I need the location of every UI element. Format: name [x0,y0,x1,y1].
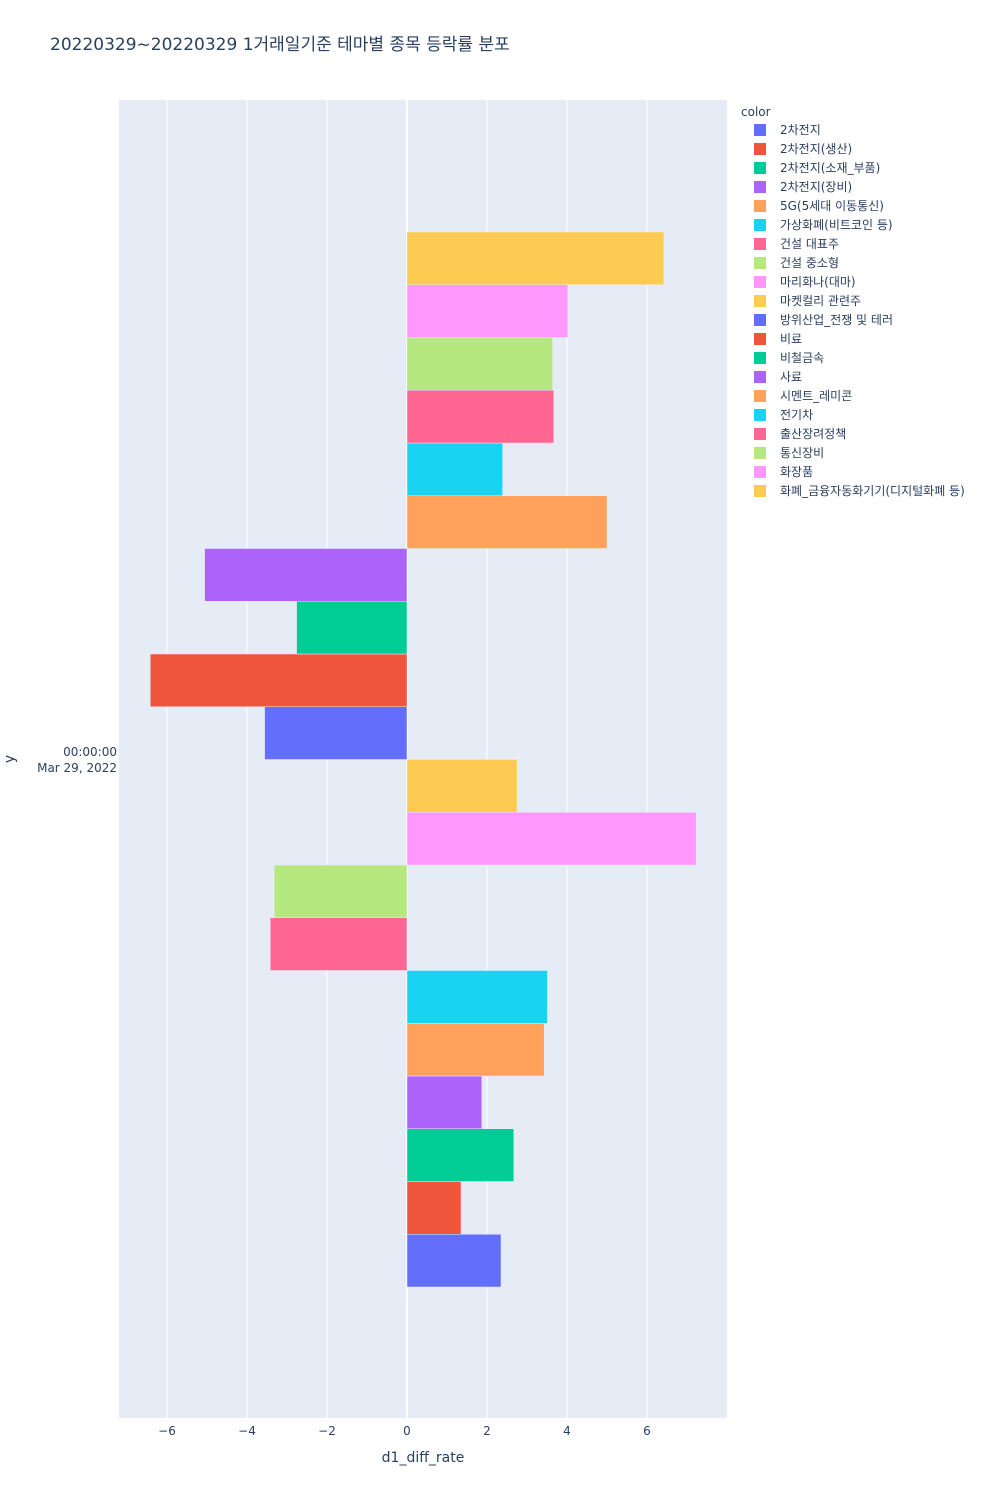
bar [406,1234,502,1288]
chart-title: 20220329~20220329 1거래일기준 테마별 종목 등락률 분포 [50,35,510,55]
legend-swatch [754,466,766,478]
legend-label: 화폐_금융자동화기기(디지털화폐 등) [780,484,965,498]
bar [204,548,408,602]
legend-label: 2차전지(장비) [780,180,852,194]
legend-label: 통신장비 [780,446,824,460]
x-tick-label: −4 [238,1424,256,1438]
legend-swatch [754,143,766,155]
legend-label: 전기차 [780,408,813,422]
legend-swatch [754,428,766,440]
legend-label: 2차전지(생산) [780,142,852,156]
legend-swatch [754,124,766,136]
legend-label: 2차전지 [780,123,821,137]
y-category-label-line-2: Mar 29, 2022 [37,761,117,775]
legend-label: 사료 [780,370,802,384]
y-category-label-line-1: 00:00:00 [63,745,117,759]
legend-label: 방위산업_전쟁 및 테러 [780,313,893,327]
legend-label: 마리화나(대마) [780,275,856,289]
legend-swatch [754,219,766,231]
bar [406,337,553,391]
legend-swatch [754,352,766,364]
legend-swatch [754,447,766,459]
bar [406,495,608,549]
bar [406,284,569,338]
legend-label: 비료 [780,332,802,346]
legend-swatch [754,295,766,307]
legend-label: 비철금속 [780,351,824,365]
legend-swatch [754,257,766,269]
legend-swatch [754,371,766,383]
bar [264,706,408,760]
bar [269,917,408,971]
bar [406,1181,462,1235]
legend-label: 시멘트_레미콘 [780,389,852,403]
x-tick-label: −2 [318,1424,336,1438]
x-tick-label: −6 [158,1424,176,1438]
bar [406,1023,545,1077]
legend-swatch [754,181,766,193]
bar [406,231,665,285]
legend-label: 마켓컬리 관련주 [780,294,861,308]
y-axis-title: y [2,755,18,763]
legend-swatch [754,276,766,288]
legend-title: color [741,105,771,119]
x-tick-label: 2 [483,1424,491,1438]
legend: 2차전지 2차전지(생산) 2차전지(소재_부품) 2차전지(장비) 5G(5세대 이동… [754,123,965,498]
legend-swatch [754,409,766,421]
bar [406,970,548,1024]
legend-label: 2차전지(소재_부품) [780,161,880,175]
legend-label: 가상화폐(비트코인 등) [780,218,893,232]
bar [406,1128,515,1182]
legend-swatch [754,314,766,326]
x-tick-label: 0 [403,1424,411,1438]
legend-swatch [754,390,766,402]
bar [406,759,518,813]
x-tick-label: 4 [563,1424,571,1438]
bars [149,231,697,1288]
x-tick-label: 6 [643,1424,651,1438]
legend-swatch [754,485,766,497]
bar [406,442,503,496]
legend-swatch [754,162,766,174]
legend-label: 출산장려정책 [780,426,846,441]
legend-label: 화장품 [780,465,813,479]
legend-label: 5G(5세대 이동통신) [780,199,884,213]
legend-label: 건설 중소형 [780,256,839,270]
legend-swatch [754,333,766,345]
legend-swatch [754,200,766,212]
bar [406,812,697,866]
bar [296,601,408,655]
legend-swatch [754,238,766,250]
x-axis-title: d1_diff_rate [382,1450,465,1466]
bar [273,864,408,918]
bar [149,653,408,707]
bar [406,390,555,444]
bar [406,1075,483,1129]
x-tick-labels: −6 −4 −2 0 2 4 6 [158,1424,651,1438]
legend-label: 건설 대표주 [780,237,839,251]
